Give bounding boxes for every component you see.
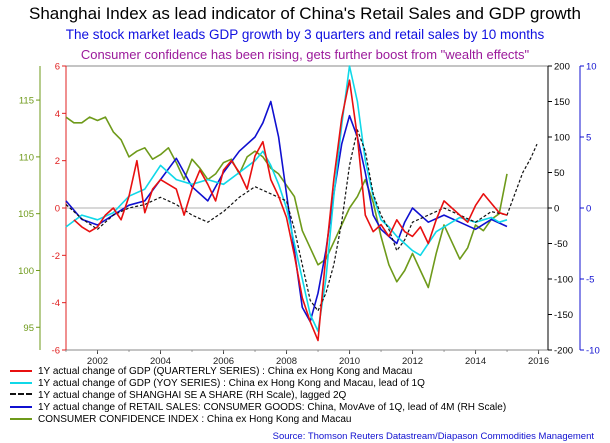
series-line-2 [65, 65, 508, 332]
x-tick-label: 2008 [276, 356, 297, 367]
y-tick-label: 100 [554, 133, 570, 144]
legend-item-retail-sales: 1Y actual change of RETAIL SALES: CONSUM… [10, 402, 506, 414]
series-line-1 [73, 79, 508, 342]
y-tick-label: -100 [554, 275, 573, 286]
y-tick-label: 0 [554, 204, 559, 215]
x-tick-label: 2014 [465, 356, 486, 367]
y-tick-label: 95 [23, 323, 34, 334]
y-tick-label: -10 [586, 346, 600, 357]
y-tick-label: 6 [55, 62, 60, 73]
y-tick-label: -2 [52, 251, 60, 262]
legend-swatch [10, 406, 32, 409]
y-tick-label: 5 [586, 133, 591, 144]
y-tick-label: -150 [554, 310, 573, 321]
y-tick-label: 110 [19, 152, 34, 163]
legend-item-gdp-quarterly: 1Y actual change of GDP (QUARTERLY SERIE… [10, 366, 412, 378]
legend-item-consumer-confidence: CONSUMER CONFIDENCE INDEX : China ex Hon… [10, 414, 351, 426]
y-tick-label: 115 [19, 96, 34, 107]
legend-label: 1Y actual change of GDP (YOY SERIES) : C… [38, 378, 425, 389]
y-tick-label: 50 [554, 168, 565, 179]
legend-label: 1Y actual change of RETAIL SALES: CONSUM… [38, 402, 507, 413]
legend-swatch [10, 382, 32, 385]
legend-label: 1Y actual change of GDP (QUARTERLY SERIE… [38, 366, 413, 377]
y-tick-label: 100 [18, 266, 34, 277]
legend-swatch [10, 370, 32, 373]
y-tick-label: 0 [586, 204, 591, 215]
legend-item-shanghai: 1Y actual change of SHANGHAI SE A SHARE … [10, 390, 346, 402]
legend-item-gdp-yoy: 1Y actual change of GDP (YOY SERIES) : C… [10, 378, 425, 390]
y-tick-label: 2 [55, 156, 60, 167]
y-tick-label: 4 [55, 109, 60, 120]
x-tick-label: 2012 [402, 356, 423, 367]
y-tick-label: 105 [18, 209, 34, 220]
legend-swatch [10, 393, 32, 397]
y-tick-label: 150 [554, 97, 570, 108]
y-tick-label: 200 [554, 62, 570, 73]
x-tick-label: 2004 [150, 356, 171, 367]
x-tick-label: 2010 [339, 356, 360, 367]
y-tick-label: -200 [554, 346, 573, 357]
x-tick-label: 2006 [213, 356, 234, 367]
x-tick-label: 2002 [87, 356, 108, 367]
legend-swatch [10, 418, 32, 421]
y-tick-label: 10 [586, 62, 597, 73]
y-tick-label: -50 [554, 239, 568, 250]
y-tick-label: -6 [52, 346, 60, 357]
chart-subtitle: The stock market leads GDP growth by 3 q… [65, 27, 545, 42]
series-line-5 [65, 116, 508, 289]
y-tick-label: -4 [52, 298, 60, 309]
source-note: Source: Thomson Reuters Datastream/Diapa… [272, 431, 594, 442]
y-tick-label: 0 [55, 204, 60, 215]
chart-subtitle-2: Consumer confidence has been rising, get… [80, 47, 530, 62]
legend-label: CONSUMER CONFIDENCE INDEX : China ex Hon… [38, 414, 352, 425]
y-tick-label: -5 [586, 275, 594, 286]
x-tick-label: 2016 [528, 356, 549, 367]
legend-label: 1Y actual change of SHANGHAI SE A SHARE … [38, 390, 347, 401]
chart-title: Shanghai Index as lead indicator of Chin… [29, 4, 581, 23]
